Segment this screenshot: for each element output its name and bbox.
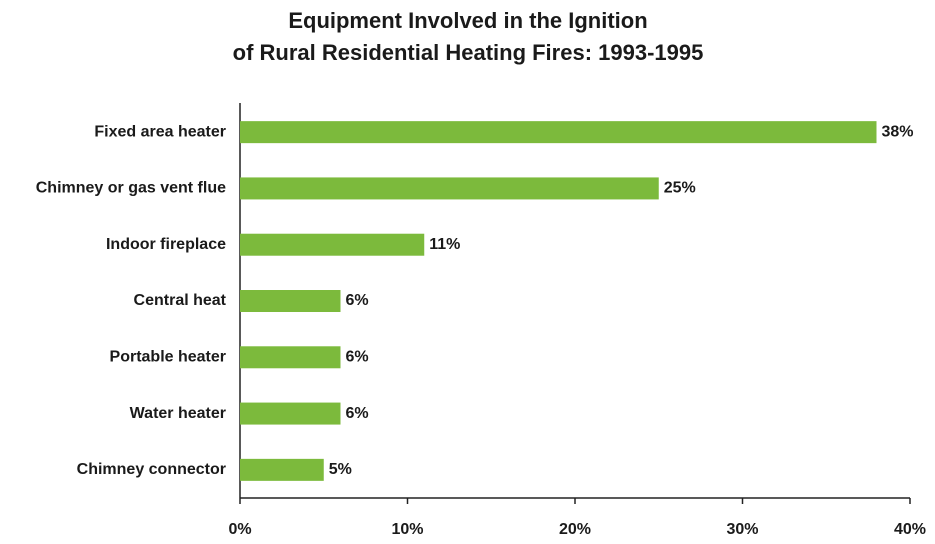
value-label: 6%	[346, 405, 369, 422]
x-tick-label: 10%	[391, 521, 423, 538]
x-tick-label: 20%	[559, 521, 591, 538]
y-tick-label: Water heater	[130, 405, 226, 422]
bar	[240, 346, 341, 369]
bar	[240, 458, 324, 481]
y-tick-label: Central heat	[134, 292, 227, 309]
x-tick-label: 0%	[228, 521, 251, 538]
x-tick-label: 40%	[894, 521, 926, 538]
x-tick-label: 30%	[726, 521, 758, 538]
bar	[240, 177, 659, 200]
value-label: 6%	[346, 292, 369, 309]
bar	[240, 290, 341, 312]
y-tick-label: Portable heater	[110, 349, 226, 366]
y-tick-label: Fixed area heater	[94, 123, 226, 140]
bar	[240, 402, 341, 425]
chart-title: of Rural Residential Heating Fires: 1993…	[233, 40, 704, 65]
y-tick-label: Chimney or gas vent flue	[36, 180, 226, 197]
value-label: 11%	[429, 236, 460, 253]
chart-title: Equipment Involved in the Ignition	[288, 8, 647, 33]
y-tick-label: Chimney connector	[77, 461, 226, 478]
bar	[240, 233, 425, 256]
value-label: 5%	[329, 461, 352, 478]
y-tick-label: Indoor fireplace	[106, 236, 226, 253]
bar	[240, 121, 877, 144]
value-label: 6%	[346, 349, 369, 366]
value-label: 38%	[882, 123, 914, 140]
value-label: 25%	[664, 180, 696, 197]
